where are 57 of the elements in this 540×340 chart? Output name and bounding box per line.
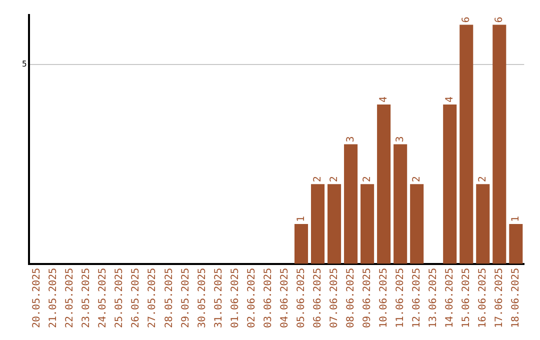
bar [509,224,523,264]
x-tick-label: 01.06.2025 [230,268,241,328]
data-label: 4 [378,96,390,102]
bar [294,224,308,264]
bar [443,104,457,264]
bar [476,184,490,264]
x-tick-label: 31.05.2025 [213,268,224,328]
x-tick-label: 24.05.2025 [98,268,109,328]
x-tick-label: 18.06.2025 [510,268,522,328]
x-tick-label: 27.05.2025 [147,268,158,328]
x-tick-label: 26.05.2025 [130,268,142,328]
bar [310,184,325,264]
x-tick-label: 25.05.2025 [114,268,126,328]
x-tick-label: 06.06.2025 [312,268,324,328]
data-label: 2 [477,176,488,182]
bar [410,184,424,264]
data-label: 3 [345,136,356,142]
x-tick-label: 30.05.2025 [196,268,208,328]
data-label: 2 [312,176,324,182]
x-tick-label: 23.05.2025 [81,268,92,328]
x-tick-label: 20.05.2025 [32,268,43,328]
x-tick-label: 16.06.2025 [477,268,488,328]
x-tick-label: 05.06.2025 [296,268,307,328]
x-tick-label: 12.06.2025 [411,268,422,328]
x-tick-label: 10.06.2025 [378,268,390,328]
data-label: 1 [296,216,307,222]
x-tick-label: 04.06.2025 [279,268,290,328]
x-tick-label: 11.06.2025 [394,268,406,328]
data-label: 4 [444,96,456,102]
bar [492,24,506,264]
x-tick-label: 02.06.2025 [246,268,258,328]
x-tick-label: 28.05.2025 [164,268,175,328]
data-label: 2 [328,176,340,182]
x-tick-label: 17.06.2025 [494,268,505,328]
bar [377,104,391,264]
x-tick-label: 09.06.2025 [362,268,373,328]
x-tick-label: 07.06.2025 [328,268,340,328]
data-label: 1 [510,216,522,222]
data-label: 2 [411,176,422,182]
bar [460,24,474,264]
y-tick-label: 5 [22,60,27,69]
bar [344,144,358,264]
x-tick-label: 03.06.2025 [262,268,274,328]
bar [394,144,408,264]
bar [328,184,342,264]
x-tick-label: 21.05.2025 [48,268,60,328]
data-label: 6 [494,16,505,23]
data-label: 2 [362,176,373,182]
x-tick-label: 13.06.2025 [428,268,439,328]
x-tick-label: 29.05.2025 [180,268,192,328]
x-tick-label: 22.05.2025 [64,268,76,328]
x-tick-label: 08.06.2025 [345,268,356,328]
data-label: 3 [394,136,406,142]
x-tick-label: 14.06.2025 [444,268,456,328]
x-tick-label: 15.06.2025 [460,268,472,328]
data-label: 6 [460,16,472,23]
bar [360,184,374,264]
